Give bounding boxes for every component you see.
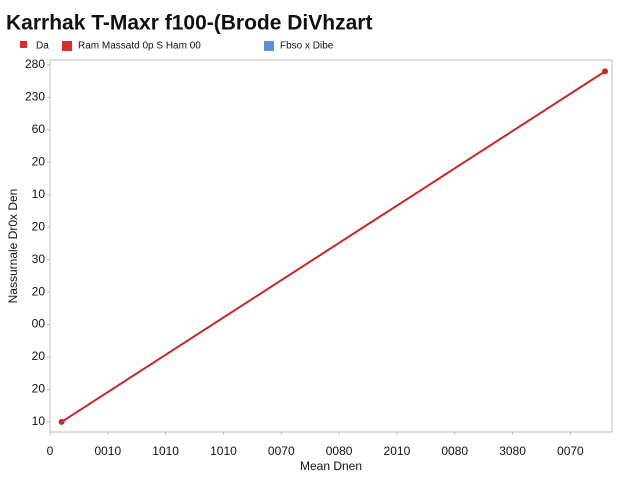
plot-frame <box>49 59 613 433</box>
x-tick-label: 0 <box>47 444 54 458</box>
x-tick-label: 1010 <box>210 444 237 458</box>
x-tick-label: 1010 <box>152 444 179 458</box>
y-tick-label: 20 <box>32 349 46 363</box>
point <box>58 418 65 425</box>
legend-swatch <box>264 41 274 51</box>
y-tick-label: 10 <box>32 414 46 428</box>
x-tick-label: 0070 <box>268 444 295 458</box>
x-axis-label: Mean Dnen <box>300 459 362 473</box>
legend-label: Fbso x Dibe <box>280 41 334 52</box>
x-tick-label: 2010 <box>384 444 411 458</box>
x-tick-label: 3080 <box>499 444 526 458</box>
series-line <box>61 70 606 423</box>
y-tick-label: 20 <box>32 284 46 298</box>
y-tick-label: 30 <box>32 252 46 266</box>
y-tick-label: 20 <box>32 154 46 168</box>
chart-title: Karrhak T-Maxr f100-(Brode DiVhzart <box>6 12 372 35</box>
y-tick-label: 230 <box>25 90 45 104</box>
y-tick-label: 20 <box>32 382 46 396</box>
y-tick-label: 60 <box>32 122 46 136</box>
y-axis-label: Nassurnale Dr0x Den <box>6 189 20 304</box>
point <box>602 68 609 75</box>
x-tick-label: 0080 <box>326 444 353 458</box>
legend-label: Da <box>36 41 49 52</box>
x-tick-label: 0080 <box>441 444 468 458</box>
x-tick-label: 0070 <box>557 444 584 458</box>
x-tick-label: 0010 <box>94 444 121 458</box>
y-tick-label: 280 <box>25 57 45 71</box>
y-tick-label: 00 <box>32 317 46 331</box>
legend-label: Ram Massatd 0p S Ham 00 <box>78 41 201 52</box>
y-tick-label: 10 <box>32 187 46 201</box>
legend-swatch <box>62 41 72 51</box>
y-tick-label: 20 <box>32 219 46 233</box>
legend-swatch <box>20 41 27 48</box>
